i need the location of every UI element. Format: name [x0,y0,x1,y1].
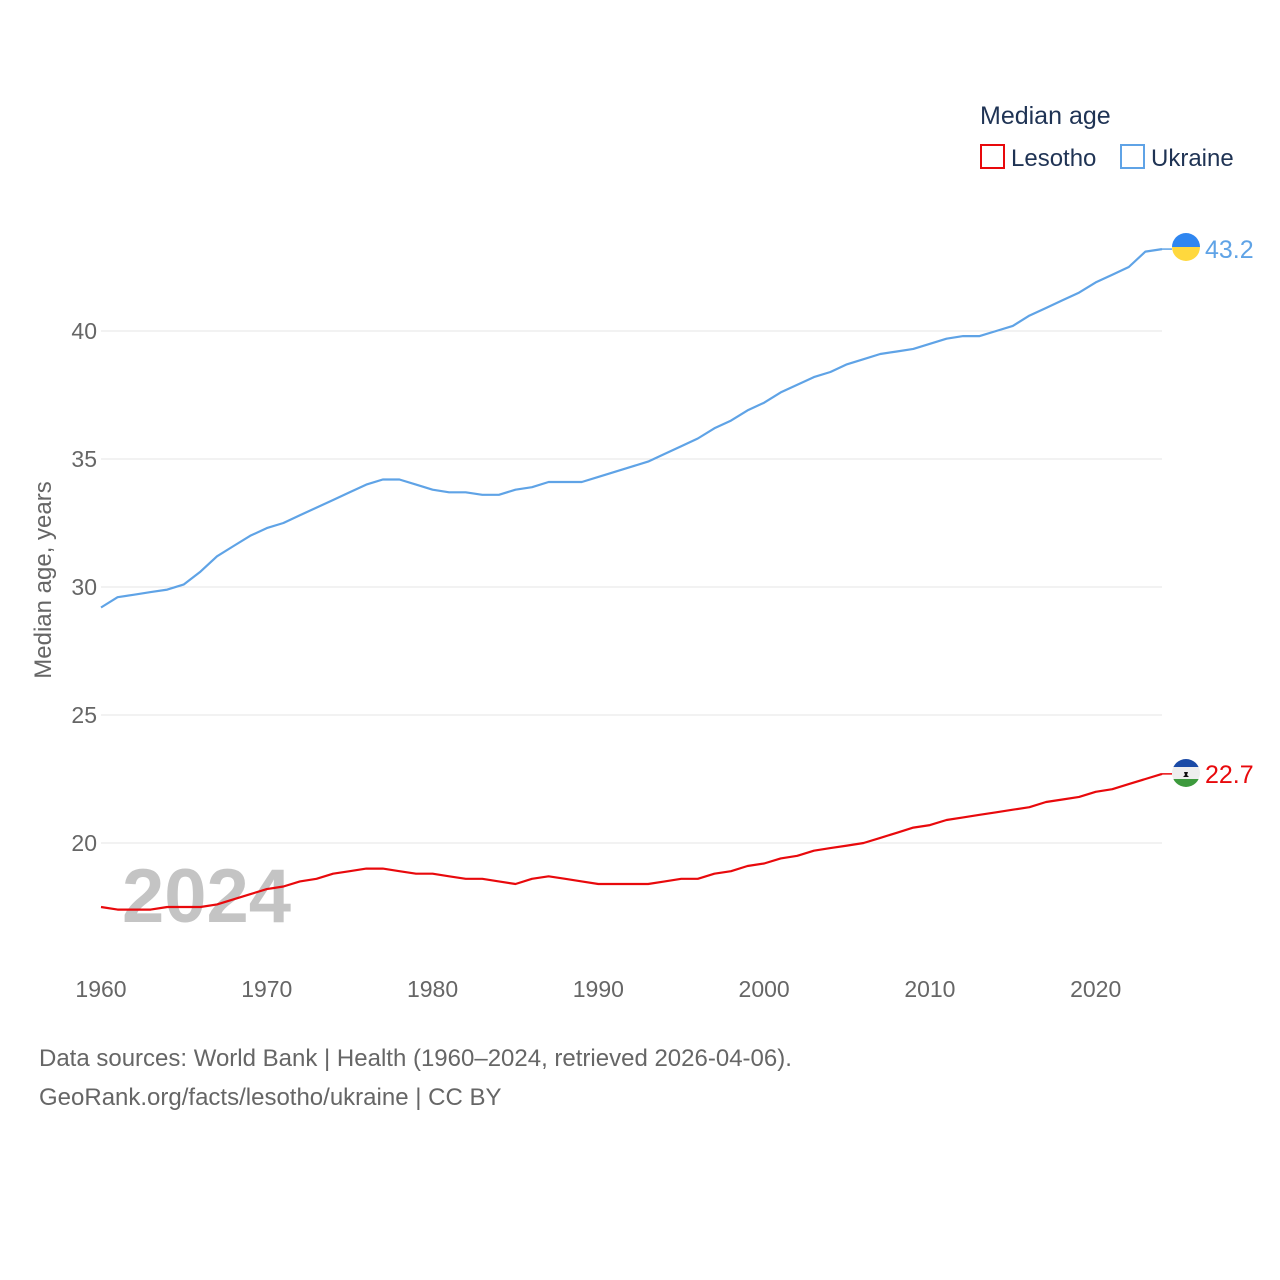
legend-swatch-ukraine [1120,144,1145,169]
legend-label-ukraine: Ukraine [1151,145,1234,172]
legend-swatch-lesotho [980,144,1005,169]
x-tick-label: 2010 [904,976,955,1002]
legend-item-ukraine[interactable]: Ukraine [1120,144,1234,172]
series-line-ukraine[interactable] [100,248,1163,609]
y-tick-label: 40 [71,318,97,344]
x-tick-label: 1990 [573,976,624,1002]
series-line-lesotho[interactable] [100,772,1163,911]
series-lines [100,248,1172,911]
y-axis-label: Median age, years [30,481,57,678]
attribution-link[interactable]: GeoRank.org/facts/lesotho/ukraine | CC B… [39,1084,502,1111]
x-tick-label: 2020 [1070,976,1121,1002]
legend-title: Median age [980,102,1111,130]
y-tick-label: 25 [71,702,97,728]
legend: Median age Lesotho Ukraine [980,102,1234,172]
data-sources-note: Data sources: World Bank | Health (1960–… [39,1045,792,1072]
gridlines [101,330,1162,844]
y-tick-label: 30 [71,574,97,600]
ukraine-flag-icon [1172,233,1200,261]
end-value-label-lesotho: 22.7 [1205,761,1254,789]
x-tick-label: 1960 [75,976,126,1002]
current-year-watermark: 2024 [122,854,291,939]
y-tick-label: 35 [71,446,97,472]
x-axis-ticks: 1960 1970 1980 1990 2000 2010 2020 [75,976,1121,1002]
x-tick-label: 1980 [407,976,458,1002]
x-tick-label: 2000 [739,976,790,1002]
legend-label-lesotho: Lesotho [1011,145,1096,172]
end-labels: 22.7 43.2 [1205,236,1254,789]
x-tick-label: 1970 [241,976,292,1002]
end-value-label-ukraine: 43.2 [1205,236,1254,264]
lesotho-flag-icon [1172,759,1200,787]
y-axis-ticks: 20 25 30 35 40 [71,318,97,856]
legend-item-lesotho[interactable]: Lesotho [980,144,1096,172]
y-tick-label: 20 [71,830,97,856]
